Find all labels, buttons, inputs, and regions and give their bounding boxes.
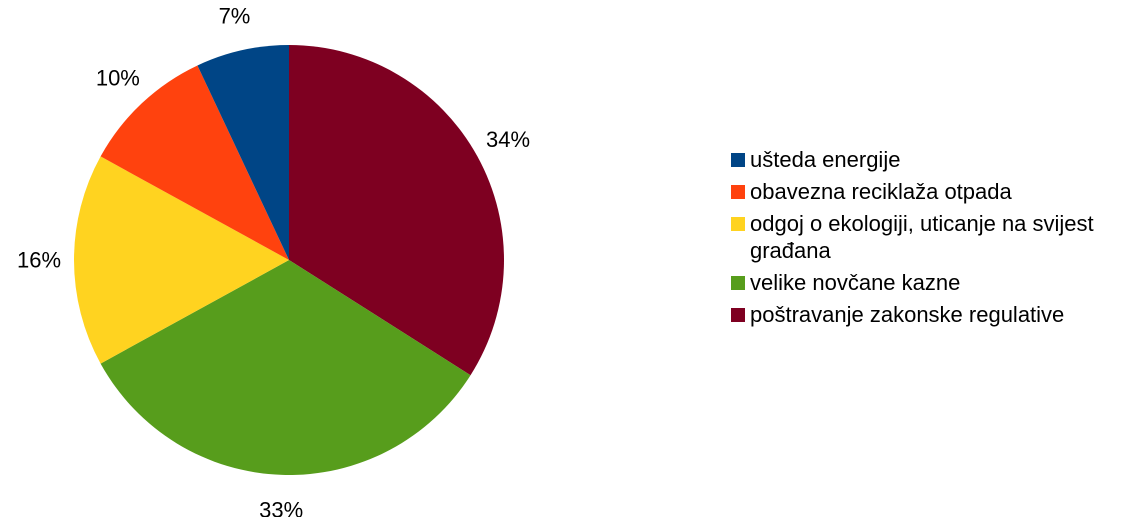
legend-label: velike novčane kazne (750, 270, 961, 295)
legend-swatch (731, 276, 745, 290)
value-label-postravanje-zakonske-regulative: 34% (486, 127, 530, 152)
legend-label: obavezna reciklaža otpada (750, 179, 1012, 204)
legend-label: ušteda energije (750, 147, 901, 172)
pie-slice-usteda-energije (197, 45, 289, 260)
value-label-odgoj-o-ekologiji-uticanje-na-svijest-gra-ana: 16% (17, 248, 61, 273)
legend-item-velike-novcane-kazne: velike novčane kazne (729, 269, 1134, 296)
legend-swatch (731, 185, 745, 199)
legend-item-usteda-energije: ušteda energije (729, 146, 1134, 173)
pie-slice-odgoj-o-ekologiji-uticanje-na-svijest-gra-ana (74, 156, 290, 364)
pie-slice-velike-novcane-kazne (100, 260, 471, 476)
pie-value-labels: 34% 33% 16% 10% 7% (17, 4, 530, 517)
legend-swatch (731, 308, 745, 322)
legend-swatch (731, 217, 745, 231)
legend-item-postravanje-zakonske-regulative: poštravanje zakonske regulative (729, 301, 1134, 328)
pie-slice-obavezna-reciklaza-otpada (100, 65, 290, 260)
chart-legend: ušteda energije obavezna reciklaža otpada… (729, 146, 1134, 333)
value-label-velike-novcane-kazne: 33% (259, 497, 303, 517)
legend-label: odgoj o ekologiji, uticanje na svijest g… (750, 211, 1094, 263)
value-label-usteda-energije: 7% (219, 4, 251, 29)
legend-label: poštravanje zakonske regulative (750, 302, 1065, 327)
value-label-obavezna-reciklaza-otpada: 10% (96, 65, 140, 90)
legend-item-obavezna-reciklaza-otpada: obavezna reciklaža otpada (729, 178, 1134, 205)
pie-slices (74, 45, 504, 476)
legend-swatch (731, 153, 745, 167)
pie-slice-postravanje-zakonske-regulative (289, 45, 504, 376)
legend-item-odgoj-o-ekologiji-uticanje-na-svijest-gra-ana: odgoj o ekologiji, uticanje na svijest g… (729, 210, 1134, 264)
